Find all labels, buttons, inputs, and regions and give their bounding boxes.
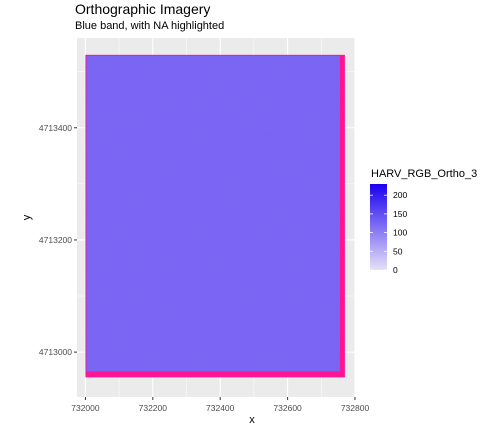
chart-title: Orthographic Imagery <box>75 1 211 17</box>
legend-label: 50 <box>393 246 403 256</box>
legend-label: 200 <box>393 190 407 200</box>
x-tick-label: 732200 <box>139 403 168 413</box>
x-tick-label: 732400 <box>206 403 235 413</box>
y-tick-label: 4713200 <box>39 235 72 245</box>
y-tick-label: 4713000 <box>39 347 72 357</box>
legend-colorbar <box>370 184 387 270</box>
raster-texture <box>86 55 340 372</box>
x-axis-title: x <box>249 414 255 426</box>
y-tick-label: 4713400 <box>39 123 72 133</box>
y-axis-title: y <box>21 214 33 220</box>
chart-subtitle: Blue band, with NA highlighted <box>75 20 225 32</box>
legend-title: HARV_RGB_Ortho_3 <box>371 168 478 180</box>
legend-label: 0 <box>393 265 398 275</box>
x-tick-label: 732000 <box>71 403 100 413</box>
x-tick-label: 732600 <box>273 403 302 413</box>
legend-label: 100 <box>393 228 407 238</box>
x-tick-label: 732800 <box>341 403 370 413</box>
legend-label: 150 <box>393 209 407 219</box>
